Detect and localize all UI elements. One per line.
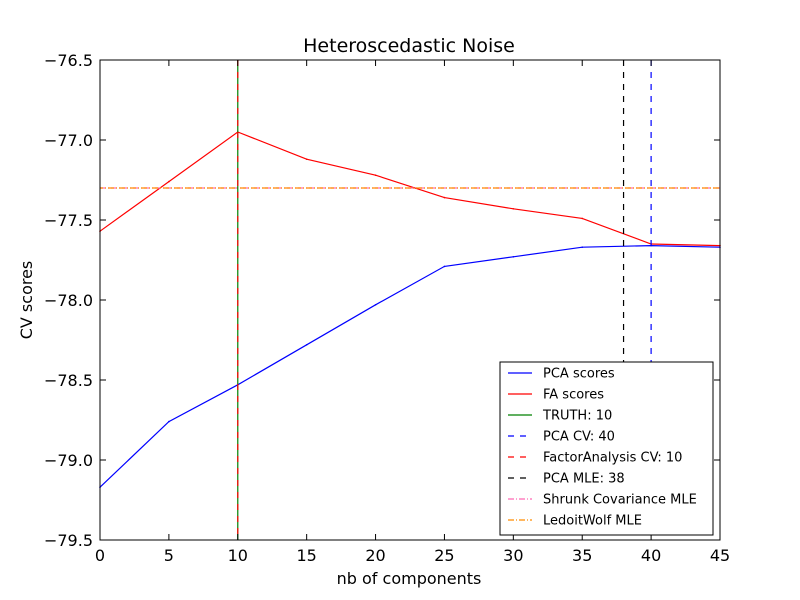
- series-0-point-7: [581, 246, 584, 248]
- y-tick-label-2: −77.5: [44, 211, 93, 230]
- x-tick-label-8: 40: [641, 546, 661, 565]
- series-1-point-4: [374, 174, 377, 176]
- x-tick-label-0: 0: [95, 546, 105, 565]
- series-0-point-3: [305, 344, 308, 346]
- x-tick-label-3: 15: [296, 546, 316, 565]
- x-tick-label-7: 35: [572, 546, 592, 565]
- series-line-1: [99, 131, 721, 247]
- series-1-point-5: [443, 196, 446, 199]
- series-1-point-7: [581, 217, 584, 220]
- series-0-point-4: [374, 304, 377, 306]
- x-tick-label-6: 30: [503, 546, 523, 565]
- y-tick-label-0: −76.5: [44, 51, 93, 70]
- y-axis-title: CV scores: [17, 261, 36, 340]
- plot-area: 0 5 10 15 20 25 30 35 40 45 −76.5 −77.0 −77.5 −78.0 −7…: [44, 51, 730, 565]
- series-0-point-5: [443, 265, 446, 268]
- series-1-point-6: [512, 208, 515, 210]
- x-tick-label-9: 45: [710, 546, 730, 565]
- legend-box: [499, 361, 714, 536]
- legend-label-5: PCA MLE: 38: [543, 472, 625, 487]
- x-tick-label-4: 20: [365, 546, 385, 565]
- y-tick-label-4: −78.5: [44, 371, 93, 390]
- y-tick-label-6: −79.5: [44, 531, 93, 550]
- legend-label-0: PCA scores: [543, 367, 615, 382]
- x-tick-label-1: 5: [164, 546, 174, 565]
- x-axis-title: nb of components: [337, 569, 482, 588]
- series-0-point-6: [512, 255, 515, 258]
- series-0-point-1: [168, 420, 170, 423]
- legend-label-2: TRUTH: 10: [542, 409, 612, 424]
- legend: PCA scores FA scores TRUTH: 10 PCA CV: 40 Fa…: [499, 361, 714, 536]
- y-tick-label-3: −78.0: [44, 291, 93, 310]
- y-tick-label-1: −77.0: [44, 131, 93, 150]
- series-1-point-1: [168, 180, 170, 183]
- legend-label-4: FactorAnalysis CV: 10: [543, 451, 682, 466]
- x-tick-label-5: 25: [434, 546, 454, 565]
- series-1-point-3: [305, 158, 308, 160]
- series-line-0: [99, 244, 721, 488]
- legend-label-7: LedoitWolf MLE: [543, 514, 642, 529]
- chart-title: Heteroscedastic Noise: [303, 35, 515, 57]
- x-tick-label-2: 10: [228, 546, 248, 565]
- legend-label-1: FA scores: [543, 388, 604, 403]
- legend-label-6: Shrunk Covariance MLE: [543, 493, 697, 508]
- legend-label-3: PCA CV: 40: [543, 430, 615, 445]
- y-tick-label-5: −79.0: [44, 451, 93, 470]
